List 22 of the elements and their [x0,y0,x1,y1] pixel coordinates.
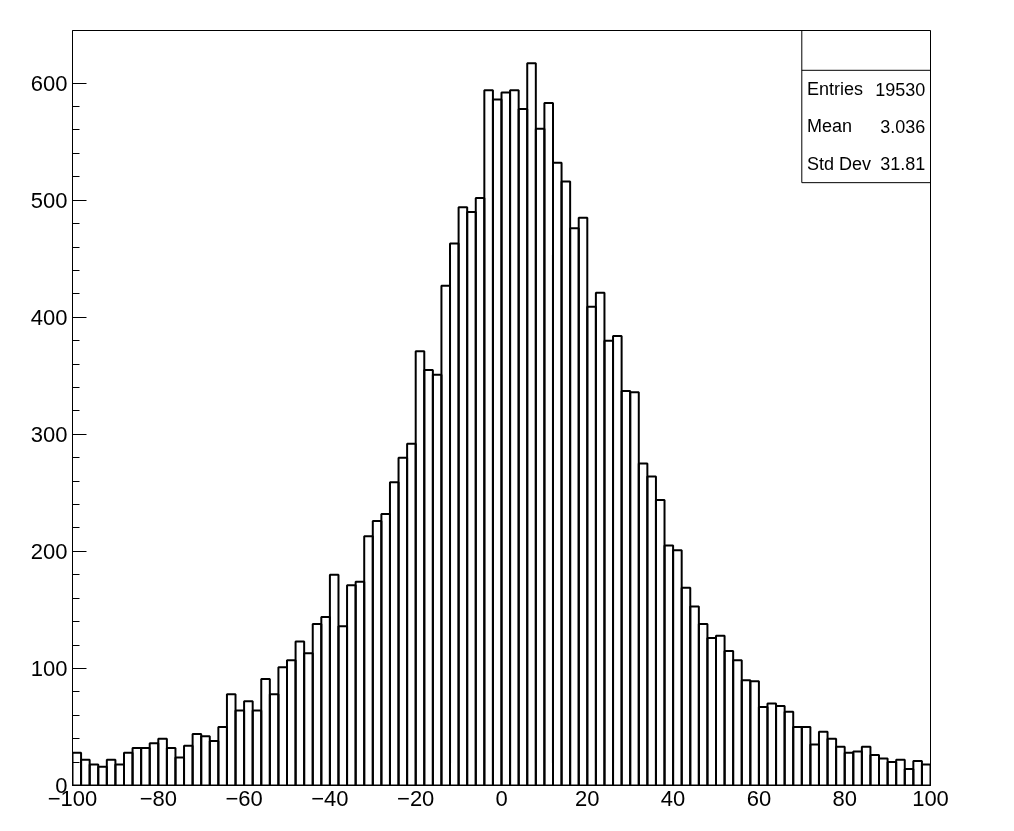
x-tick-label: 60 [746,785,772,811]
x-tick-label: −60 [225,785,263,811]
annotation: Std Dev [806,153,871,174]
annotation: 31.81 [880,154,926,175]
y-tick-label: 500 [30,187,68,213]
annotation: 3.036 [880,116,926,137]
annotation: Entries [806,79,863,100]
annotation: 19530 [875,79,926,100]
y-tick-label: 600 [30,70,68,96]
x-tick-label: 80 [832,785,857,811]
x-tick-label: 100 [912,785,949,811]
x-tick-label: −20 [397,785,435,811]
y-tick-label: 100 [30,655,68,681]
x-tick-label: −80 [139,785,177,811]
x-tick-label: 0 [495,785,508,811]
y-tick-label: 300 [30,421,68,447]
annotation: Mean [806,116,852,137]
y-tick-label: 400 [30,304,68,330]
x-tick-label: −40 [311,785,349,811]
x-tick-label: 20 [575,785,600,811]
x-tick-label: 40 [660,785,686,811]
y-tick-label: 200 [30,538,68,564]
